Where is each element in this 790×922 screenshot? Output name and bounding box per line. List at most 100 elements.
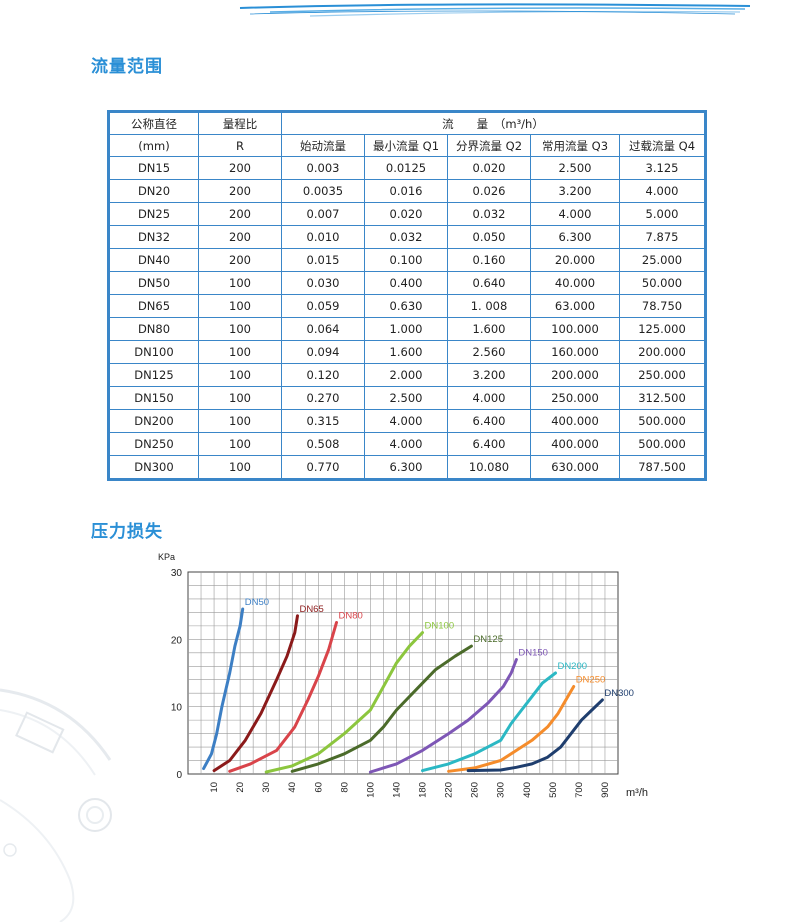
table-cell: 500.000 — [619, 409, 705, 433]
table-cell: 2.000 — [364, 363, 448, 387]
table-cell: 0.020 — [364, 202, 448, 226]
header-nominal-diameter-unit: (mm) — [109, 134, 199, 157]
table-cell: 0.315 — [281, 409, 365, 433]
x-tick-label: 500 — [548, 782, 559, 798]
series-line-dn125 — [290, 644, 473, 773]
table-cell: 0.630 — [364, 294, 448, 318]
table-cell: 6.400 — [447, 432, 531, 456]
table-cell: 200.000 — [530, 363, 620, 387]
table-cell: 0.016 — [364, 179, 448, 203]
series-label: DN150 — [518, 648, 548, 659]
table-cell: 3.200 — [530, 179, 620, 203]
table-cell: 250.000 — [619, 363, 705, 387]
table-cell: 0.050 — [447, 225, 531, 249]
plot-area — [187, 571, 619, 775]
table-cell: 200.000 — [619, 340, 705, 364]
x-tick-label: 140 — [391, 782, 402, 798]
table-cell: 0.094 — [281, 340, 365, 364]
table-row: DN15 200 0.003 0.0125 0.020 2.500 3.125 — [109, 156, 705, 180]
x-tick-label: 100 — [365, 782, 376, 798]
table-cell: 100 — [198, 294, 282, 318]
series-line-dn150 — [368, 658, 518, 774]
table-cell: 2.500 — [530, 156, 620, 180]
table-cell: DN250 — [109, 432, 199, 456]
table-row: DN25 200 0.007 0.020 0.032 4.000 5.000 — [109, 202, 705, 226]
header-range-ratio: 量程比 — [198, 112, 282, 135]
table-cell: 2.560 — [447, 340, 531, 364]
header-min-flow-q1: 最小流量 Q1 — [364, 134, 448, 157]
series-line-dn200 — [421, 671, 557, 773]
table-cell: 10.080 — [447, 455, 531, 479]
table-cell: 400.000 — [530, 432, 620, 456]
table-cell: 6.300 — [530, 225, 620, 249]
table-row: DN65 100 0.059 0.630 1. 008 63.000 78.750 — [109, 294, 705, 318]
table-cell: 200 — [198, 202, 282, 226]
series-line-dn80 — [228, 621, 338, 773]
table-row: DN100 100 0.094 1.600 2.560 160.000 200.000 — [109, 340, 705, 364]
x-tick-label: 220 — [444, 782, 455, 798]
table-cell: 5.000 — [619, 202, 705, 226]
table-cell: 0.0035 — [281, 179, 365, 203]
table-cell: DN80 — [109, 317, 199, 341]
watermark-meter-graphic — [0, 688, 112, 922]
table-cell: 0.026 — [447, 179, 531, 203]
table-cell: DN150 — [109, 386, 199, 410]
table-cell: DN50 — [109, 271, 199, 295]
table-cell: 100 — [198, 363, 282, 387]
x-axis-label: m³/h — [626, 787, 648, 799]
table-row: DN80 100 0.064 1.000 1.600 100.000 125.000 — [109, 317, 705, 341]
x-tick-label: 700 — [574, 782, 585, 798]
x-tick-label: 60 — [313, 782, 324, 793]
table-cell: DN20 — [109, 179, 199, 203]
table-cell: DN300 — [109, 455, 199, 479]
x-tick-label: 30 — [261, 782, 272, 793]
table-cell: DN125 — [109, 363, 199, 387]
table-cell: 4.000 — [530, 202, 620, 226]
table-cell: 125.000 — [619, 317, 705, 341]
table-cell: 25.000 — [619, 248, 705, 272]
table-cell: 0.770 — [281, 455, 365, 479]
table-row: DN20 200 0.0035 0.016 0.026 3.200 4.000 — [109, 179, 705, 203]
table-cell: 1.600 — [447, 317, 531, 341]
table-cell: DN200 — [109, 409, 199, 433]
table-cell: 1. 008 — [447, 294, 531, 318]
table-cell: 0.0125 — [364, 156, 448, 180]
y-tick-label: 10 — [171, 703, 183, 714]
table-cell: 0.032 — [364, 225, 448, 249]
table-cell: 200 — [198, 225, 282, 249]
table-cell: 6.400 — [447, 409, 531, 433]
table-row: DN40 200 0.015 0.100 0.160 20.000 25.000 — [109, 248, 705, 272]
table-cell: 200 — [198, 179, 282, 203]
header-permanent-flow-q3: 常用流量 Q3 — [530, 134, 620, 157]
table-cell: 100 — [198, 409, 282, 433]
table-cell: 4.000 — [619, 179, 705, 203]
series-label: DN50 — [245, 597, 269, 608]
table-cell: 4.000 — [447, 386, 531, 410]
table-row: DN200 100 0.315 4.000 6.400 400.000 500.000 — [109, 409, 705, 433]
table-cell: 3.125 — [619, 156, 705, 180]
table-cell: 0.270 — [281, 386, 365, 410]
series-line-dn300 — [466, 698, 604, 773]
table-cell: 312.500 — [619, 386, 705, 410]
table-cell: 0.059 — [281, 294, 365, 318]
table-cell: 0.015 — [281, 248, 365, 272]
series-line-dn65 — [212, 614, 299, 773]
table-cell: 400.000 — [530, 409, 620, 433]
header-swoosh-decoration — [239, 3, 751, 17]
table-row: DN300 100 0.770 6.300 10.080 630.000 787.500 — [109, 455, 705, 479]
table-cell: 6.300 — [364, 455, 448, 479]
table-cell: DN65 — [109, 294, 199, 318]
header-start-flow: 始动流量 — [281, 134, 365, 157]
table-cell: 100 — [198, 340, 282, 364]
section-title-pressure-loss: 压力损失 — [91, 522, 163, 542]
x-tick-label: 20 — [235, 782, 246, 793]
table-cell: 78.750 — [619, 294, 705, 318]
x-tick-label: 80 — [339, 782, 350, 793]
table-cell: 40.000 — [530, 271, 620, 295]
table-cell: 4.000 — [364, 432, 448, 456]
table-cell: 0.007 — [281, 202, 365, 226]
table-cell: 0.160 — [447, 248, 531, 272]
x-tick-label: 260 — [470, 782, 481, 798]
series-label: DN80 — [339, 611, 363, 622]
table-cell: 0.003 — [281, 156, 365, 180]
